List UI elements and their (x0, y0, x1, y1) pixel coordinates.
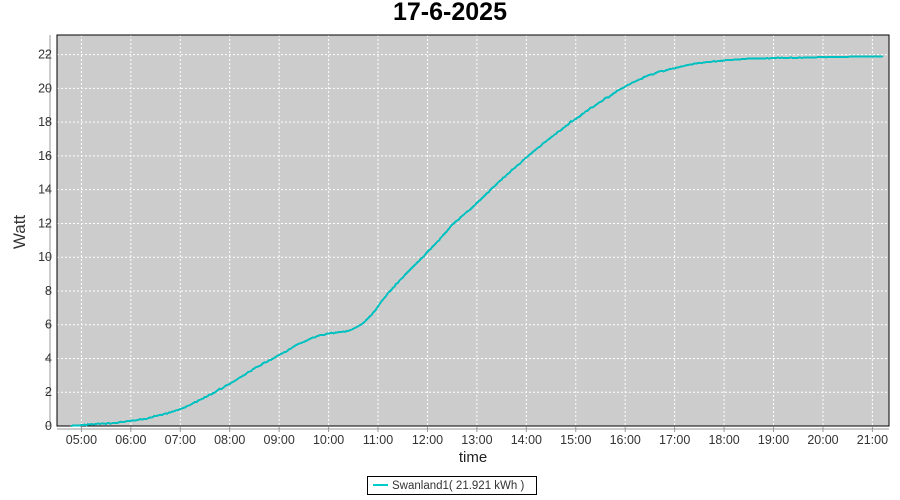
svg-text:19:00: 19:00 (758, 433, 789, 447)
svg-text:16:00: 16:00 (610, 433, 641, 447)
svg-text:21:00: 21:00 (857, 433, 888, 447)
svg-text:2: 2 (45, 385, 52, 399)
svg-text:06:00: 06:00 (115, 433, 146, 447)
svg-text:05:00: 05:00 (66, 433, 97, 447)
svg-text:4: 4 (45, 351, 52, 365)
svg-text:20: 20 (38, 81, 52, 95)
svg-text:14: 14 (38, 183, 52, 197)
svg-text:13:00: 13:00 (461, 433, 492, 447)
svg-text:16: 16 (38, 149, 52, 163)
svg-text:15:00: 15:00 (560, 433, 591, 447)
svg-text:20:00: 20:00 (807, 433, 838, 447)
svg-text:17:00: 17:00 (659, 433, 690, 447)
svg-text:09:00: 09:00 (264, 433, 295, 447)
svg-text:14:00: 14:00 (511, 433, 542, 447)
svg-text:12:00: 12:00 (412, 433, 443, 447)
svg-text:12: 12 (38, 216, 52, 230)
svg-text:0: 0 (45, 419, 52, 433)
svg-text:18: 18 (38, 115, 52, 129)
svg-text:10:00: 10:00 (313, 433, 344, 447)
svg-text:07:00: 07:00 (165, 433, 196, 447)
svg-text:22: 22 (38, 48, 52, 62)
svg-text:18:00: 18:00 (708, 433, 739, 447)
svg-text:8: 8 (45, 284, 52, 298)
svg-text:11:00: 11:00 (363, 433, 393, 447)
svg-text:08:00: 08:00 (214, 433, 245, 447)
svg-text:10: 10 (38, 250, 52, 264)
svg-text:6: 6 (45, 318, 52, 332)
